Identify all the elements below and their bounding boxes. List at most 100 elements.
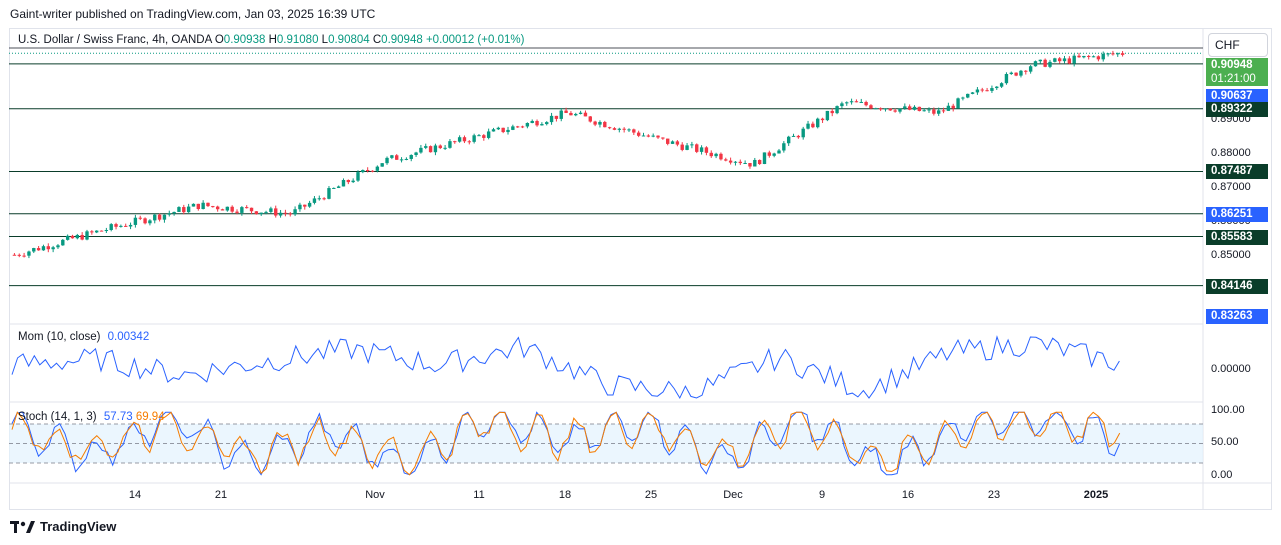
- candle-down: [1043, 59, 1047, 67]
- candle-down: [893, 110, 897, 112]
- candle-down: [346, 179, 351, 183]
- candle-up: [404, 158, 409, 160]
- stoch-d-value: 69.94: [135, 411, 165, 423]
- candle-down: [666, 138, 670, 144]
- candle-up: [801, 128, 805, 138]
- candle-up: [975, 89, 980, 93]
- candle-up: [1009, 72, 1013, 74]
- candle-up: [762, 152, 767, 165]
- candle-down: [138, 217, 142, 219]
- momentum-value: 0.00342: [107, 331, 150, 343]
- candle-down: [535, 120, 539, 126]
- candle-up: [530, 120, 534, 123]
- candle-up: [56, 245, 60, 248]
- candle-up: [578, 112, 583, 114]
- momentum-legend: Mom (10, close) 0.00342: [18, 331, 149, 343]
- candle-down: [274, 208, 278, 216]
- candle-down: [1096, 56, 1101, 60]
- candle-up: [240, 207, 244, 213]
- tradingview-icon: [10, 520, 35, 533]
- stoch-axis-100: 100.00: [1211, 404, 1245, 416]
- candle-up: [385, 157, 389, 164]
- price-tag: 0.90948 01:21:00: [1206, 58, 1268, 86]
- candle-down: [215, 206, 220, 210]
- candle-down: [467, 141, 471, 143]
- candle-up: [269, 208, 273, 212]
- candle-down: [196, 203, 201, 209]
- candle-up: [414, 152, 418, 156]
- candle-down: [17, 254, 21, 256]
- candle-down: [738, 161, 742, 164]
- candle-down: [22, 255, 26, 257]
- high-value: 0.91080: [276, 34, 319, 46]
- candle-down: [661, 137, 665, 139]
- candle-down: [453, 141, 457, 143]
- low-value: 0.90804: [328, 34, 370, 46]
- candle-up: [390, 155, 394, 158]
- candle-up: [433, 145, 438, 153]
- candle-up: [133, 217, 138, 225]
- price-tick-label: 0.87000: [1211, 181, 1251, 194]
- candle-up: [162, 214, 167, 220]
- currency-button[interactable]: CHF: [1208, 33, 1268, 57]
- candle-down: [719, 153, 723, 160]
- chart-frame: [9, 28, 1272, 510]
- candle-up: [128, 224, 133, 227]
- candle-down: [1111, 53, 1115, 55]
- candle-up: [32, 248, 36, 252]
- candle-up: [85, 231, 89, 240]
- candle-up: [317, 198, 321, 200]
- candle-down: [211, 206, 215, 208]
- candle-down: [1120, 53, 1125, 55]
- candle-up: [341, 179, 346, 187]
- candle-down: [157, 214, 162, 220]
- candle-up: [753, 159, 757, 167]
- candle-up: [772, 153, 776, 156]
- candle-down: [254, 211, 259, 215]
- candle-up: [946, 105, 951, 111]
- tradingview-logo[interactable]: TradingView: [10, 519, 116, 534]
- candle-up: [540, 124, 544, 126]
- publisher-line: Gaint-writer published on TradingView.co…: [10, 7, 376, 21]
- momentum-line: [11, 335, 1120, 400]
- brand-label: TradingView: [40, 519, 117, 534]
- candle-down: [564, 110, 568, 113]
- time-tick-label: Nov: [365, 489, 385, 501]
- price-tag: 0.87487: [1206, 164, 1268, 180]
- candle-up: [825, 110, 830, 121]
- candle-up: [1028, 66, 1033, 72]
- candle-up: [1019, 70, 1023, 76]
- momentum-axis-zero: 0.00000: [1211, 363, 1251, 375]
- candle-up: [424, 146, 428, 148]
- candle-up: [874, 108, 878, 110]
- candle-up: [840, 103, 844, 107]
- candle-down: [554, 115, 559, 119]
- candle-up: [109, 224, 113, 231]
- candle-up: [472, 135, 476, 142]
- candle-up: [559, 110, 563, 119]
- stoch-axis-50: 50.00: [1211, 436, 1239, 448]
- candle-down: [283, 212, 288, 214]
- candle-down: [724, 159, 728, 161]
- candle-down: [182, 207, 186, 213]
- candle-up: [486, 131, 491, 138]
- candle-up: [94, 230, 99, 233]
- candle-up: [298, 204, 302, 210]
- candle-up: [41, 246, 46, 251]
- candle-down: [520, 126, 525, 128]
- candle-up: [849, 101, 854, 103]
- candle-down: [588, 116, 592, 122]
- stoch-axis-0: 0.00: [1211, 469, 1233, 481]
- price-tick-label: 0.85000: [1211, 249, 1251, 262]
- candle-up: [995, 86, 999, 89]
- candle-down: [932, 109, 936, 114]
- candle-down: [709, 152, 713, 157]
- candle-down: [124, 225, 128, 227]
- candle-up: [574, 113, 578, 116]
- candle-up: [307, 202, 312, 207]
- candle-up: [670, 141, 675, 144]
- candle-up: [845, 102, 849, 104]
- candle-down: [99, 230, 104, 232]
- candle-down: [748, 162, 752, 167]
